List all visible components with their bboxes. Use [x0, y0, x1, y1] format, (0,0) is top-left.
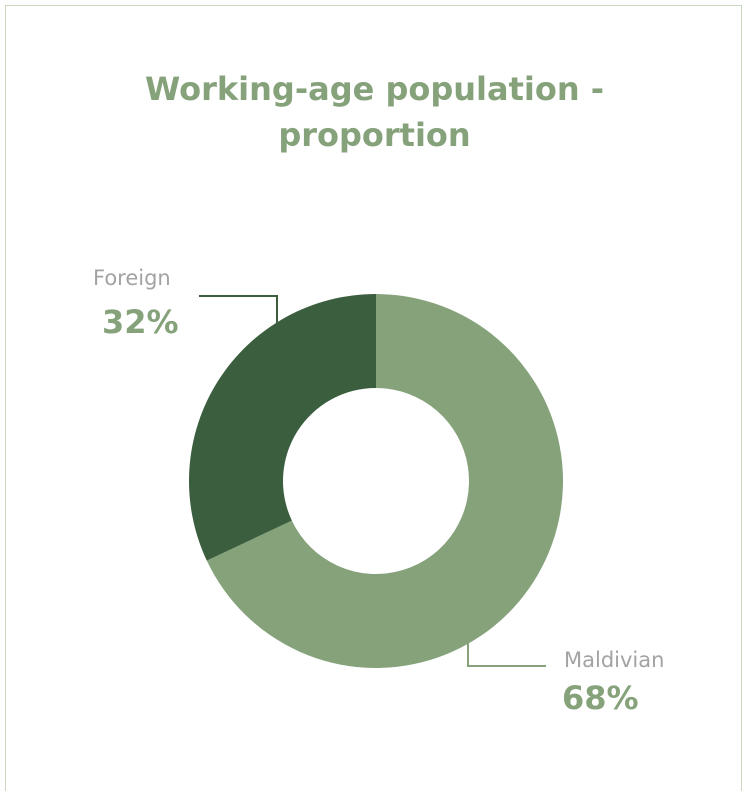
slice-maldivian [206, 294, 564, 668]
donut-slices [188, 294, 564, 668]
label-foreign: Foreign [93, 266, 171, 290]
label-maldivian: Maldivian [564, 648, 664, 672]
chart-title: Working-age population - proportion [0, 66, 749, 158]
slice-foreign [188, 294, 376, 561]
chart-title-line-2: proportion [278, 116, 471, 154]
leader-line-maldivian [467, 641, 546, 667]
value-maldivian: 68% [562, 679, 639, 717]
leader-line-foreign [199, 295, 278, 325]
value-foreign: 32% [102, 303, 179, 341]
chart-title-line-1: Working-age population - [144, 70, 605, 108]
